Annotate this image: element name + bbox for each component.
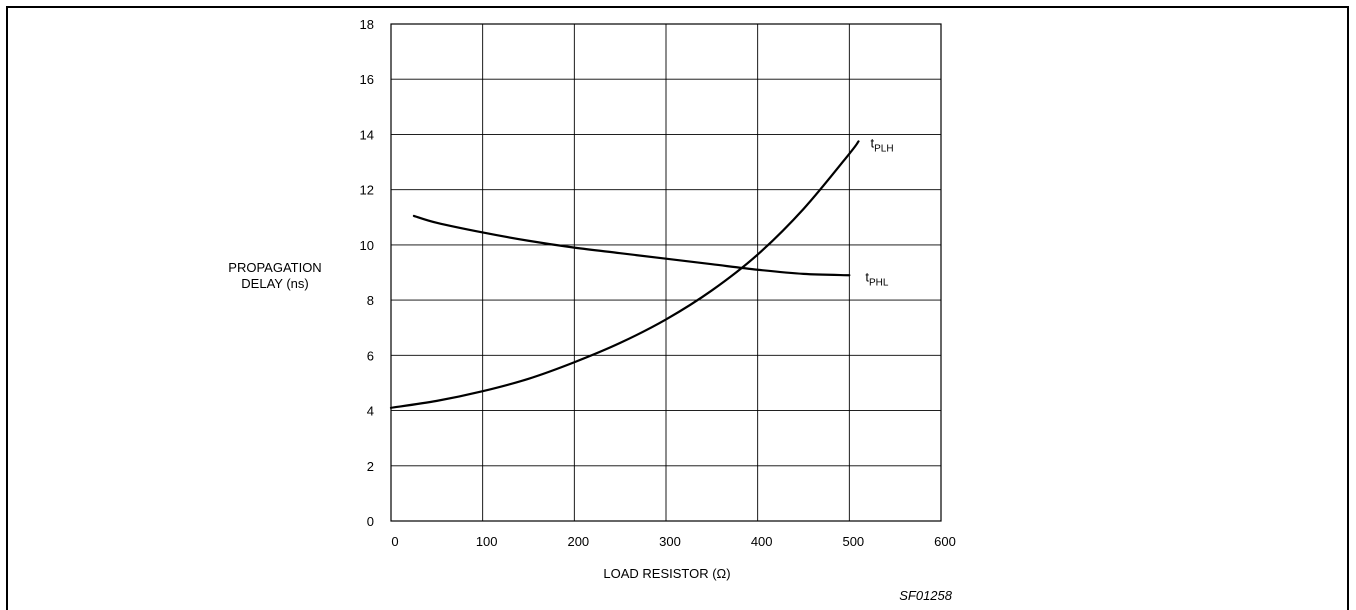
x-tick-label: 300 <box>659 534 681 549</box>
y-tick-label: 2 <box>367 459 374 474</box>
y-tick-label: 10 <box>360 238 374 253</box>
x-axis-label: LOAD RESISTOR (Ω) <box>603 566 730 581</box>
figure-code: SF01258 <box>899 588 953 603</box>
series-lines <box>389 140 860 409</box>
x-tick-label: 200 <box>567 534 589 549</box>
series-label-tPLH: tPLH <box>871 135 894 154</box>
series-label-tPHL: tPHL <box>865 269 889 288</box>
y-tick-label: 18 <box>360 17 374 32</box>
series-line-tPHL <box>412 214 851 277</box>
y-tick-label: 16 <box>360 72 374 87</box>
y-tick-label: 14 <box>360 127 374 142</box>
x-tick-label: 400 <box>751 534 773 549</box>
y-tick-label: 8 <box>367 293 374 308</box>
y-tick-label: 6 <box>367 348 374 363</box>
x-tick-labels: 0 100 200 300 400 500 600 <box>391 534 955 549</box>
x-tick-label: 100 <box>476 534 498 549</box>
x-tick-label: 600 <box>934 534 956 549</box>
y-tick-labels: 0 2 4 6 8 10 12 14 16 18 <box>360 17 374 529</box>
y-tick-label: 12 <box>360 183 374 198</box>
y-tick-label: 4 <box>367 404 374 419</box>
series-labels: tPLH tPHL <box>865 135 893 288</box>
y-axis-label-line2: DELAY (ns) <box>241 276 308 291</box>
x-tick-label: 500 <box>842 534 864 549</box>
grid-lines <box>390 23 942 522</box>
x-tick-label: 0 <box>391 534 398 549</box>
plot-area-border <box>390 23 942 522</box>
series-line-tPLH <box>389 140 860 409</box>
figure-frame <box>6 6 1349 610</box>
y-tick-label: 0 <box>367 514 374 529</box>
y-axis-label-line1: PROPAGATION <box>228 260 321 275</box>
